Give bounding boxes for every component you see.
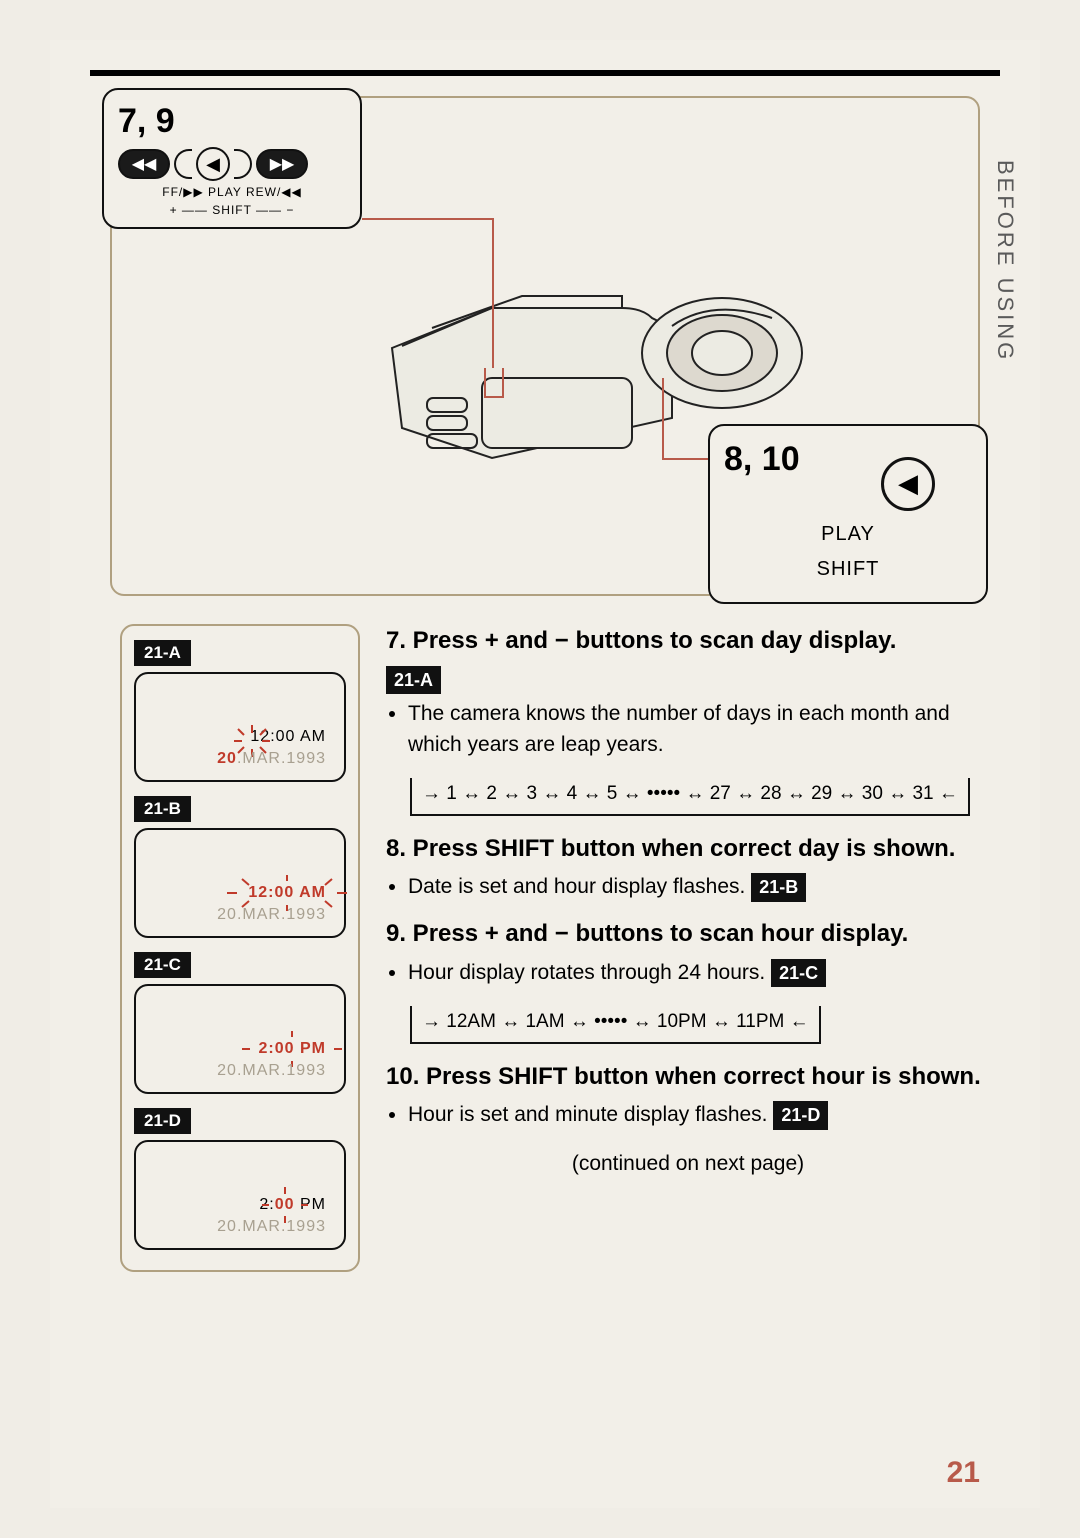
- flash-icon: 00: [275, 1196, 295, 1214]
- step-10-ref: 21-D: [773, 1101, 828, 1129]
- step-10-note: Hour is set and minute display flashes. …: [408, 1100, 990, 1130]
- day-sequence: → 1 ↔ 2 ↔ 3 ↔ 4 ↔ 5 ↔ ••••• ↔ 27 ↔ 28 ↔ …: [410, 778, 970, 816]
- step-9-title: 9. Press + and − buttons to scan hour di…: [386, 917, 990, 952]
- screen-a-flash-day: 20: [217, 750, 237, 767]
- leader-79: [362, 218, 492, 220]
- panel-21a: 21-A 12:00 AM 20.MAR.1993: [134, 640, 346, 782]
- screen-c: 2:00 PM 20.MAR.1993: [134, 984, 346, 1094]
- instruction-steps: 7. Press + and − buttons to scan day dis…: [386, 624, 990, 1272]
- screen-b: 12:00 AM 20.MAR.1993: [134, 828, 346, 938]
- step-10-text: Hour is set and minute display flashes.: [408, 1103, 768, 1126]
- screen-b-date: 20.MAR.1993: [217, 906, 326, 924]
- step-10-title: 10. Press SHIFT button when correct hour…: [386, 1060, 990, 1095]
- step-8-ref: 21-B: [751, 873, 806, 901]
- play-button-icon: ◀: [196, 147, 230, 181]
- step-9-text: Hour display rotates through 24 hours.: [408, 961, 765, 984]
- step-8-text: Date is set and hour display flashes.: [408, 875, 745, 898]
- leader-79-v: [492, 218, 494, 368]
- step-9-ref: 21-C: [771, 959, 826, 987]
- shift-label: SHIFT: [724, 558, 972, 581]
- rewind-button-icon: ◀◀: [118, 149, 170, 179]
- screen-b-time: 12:00 AM: [248, 884, 326, 902]
- leader-810-v: [662, 378, 664, 458]
- step-7-title: 7. Press + and − buttons to scan day dis…: [386, 624, 990, 659]
- transport-labels-2: + —— SHIFT —— −: [118, 203, 346, 217]
- transport-buttons: ◀◀ ◀ ▶▶: [118, 147, 346, 181]
- hour-sequence: → 12AM ↔ 1AM ↔ ••••• ↔ 10PM ↔ 11PM ←: [410, 1006, 821, 1044]
- hero-illustration-frame: 7, 9 ◀◀ ◀ ▶▶ FF/▶▶ PLAY REW/◀◀ + —— SHIF…: [110, 96, 980, 596]
- screen-d-date: 20.MAR.1993: [217, 1218, 326, 1236]
- screen-c-date: 20.MAR.1993: [217, 1062, 326, 1080]
- screen-d: 2: 00 PM 20.MAR.1993: [134, 1140, 346, 1250]
- panel-21c: 21-C 2:00 PM 20.MAR.1993: [134, 952, 346, 1094]
- section-tab: BEFORE USING: [992, 160, 1018, 362]
- callout-7-9: 7, 9 ◀◀ ◀ ▶▶ FF/▶▶ PLAY REW/◀◀ + —— SHIF…: [102, 88, 362, 229]
- panel-21d: 21-D 2: 00 PM 20.MAR.1993: [134, 1108, 346, 1250]
- screen-c-time: 2:00 PM: [259, 1040, 326, 1058]
- panel-tag-d: 21-D: [134, 1108, 191, 1134]
- step-8-title: 8. Press SHIFT button when correct day i…: [386, 832, 990, 867]
- panel-21b: 21-B 12:00 AM 20.MAR.1993: [134, 796, 346, 938]
- panel-tag-c: 21-C: [134, 952, 191, 978]
- screen-d-time: 2: 00 PM: [259, 1196, 326, 1214]
- step-7-ref: 21-A: [386, 666, 441, 694]
- continued-note: (continued on next page): [386, 1149, 990, 1179]
- panel-tag-b: 21-B: [134, 796, 191, 822]
- transport-labels-1: FF/▶▶ PLAY REW/◀◀: [118, 185, 346, 199]
- leader-79-bracket: [484, 368, 504, 398]
- play-shift-button-icon: ◀: [881, 457, 935, 511]
- screen-a-time: 12:00 AM: [252, 728, 326, 746]
- page-number: 21: [947, 1456, 980, 1490]
- play-label: PLAY: [724, 523, 972, 546]
- step-8-note: Date is set and hour display flashes. 21…: [408, 872, 990, 902]
- callout-79-number: 7, 9: [118, 102, 346, 141]
- pill-decor-right: [234, 149, 252, 179]
- flash-icon: 2:00 PM: [259, 1040, 326, 1058]
- step-7-note: The camera knows the number of days in e…: [408, 699, 990, 760]
- lower-content: 21-A 12:00 AM 20.MAR.1993 21-B: [120, 624, 990, 1272]
- step-9-note: Hour display rotates through 24 hours. 2…: [408, 958, 990, 988]
- screen-a-date: 20.MAR.1993: [217, 750, 326, 768]
- manual-page: BEFORE USING 7, 9 ◀◀ ◀ ▶▶ FF/▶▶ PLAY REW…: [50, 40, 1040, 1508]
- callout-8-10: 8, 10 ◀ PLAY SHIFT: [708, 424, 988, 604]
- flash-icon: 12:00 AM: [248, 884, 326, 902]
- ff-button-icon: ▶▶: [256, 149, 308, 179]
- callout-810-number: 8, 10: [724, 440, 972, 479]
- display-panels-column: 21-A 12:00 AM 20.MAR.1993 21-B: [120, 624, 360, 1272]
- pill-decor-left: [174, 149, 192, 179]
- top-rule: [90, 70, 1000, 76]
- panel-tag-a: 21-A: [134, 640, 191, 666]
- screen-a: 12:00 AM 20.MAR.1993: [134, 672, 346, 782]
